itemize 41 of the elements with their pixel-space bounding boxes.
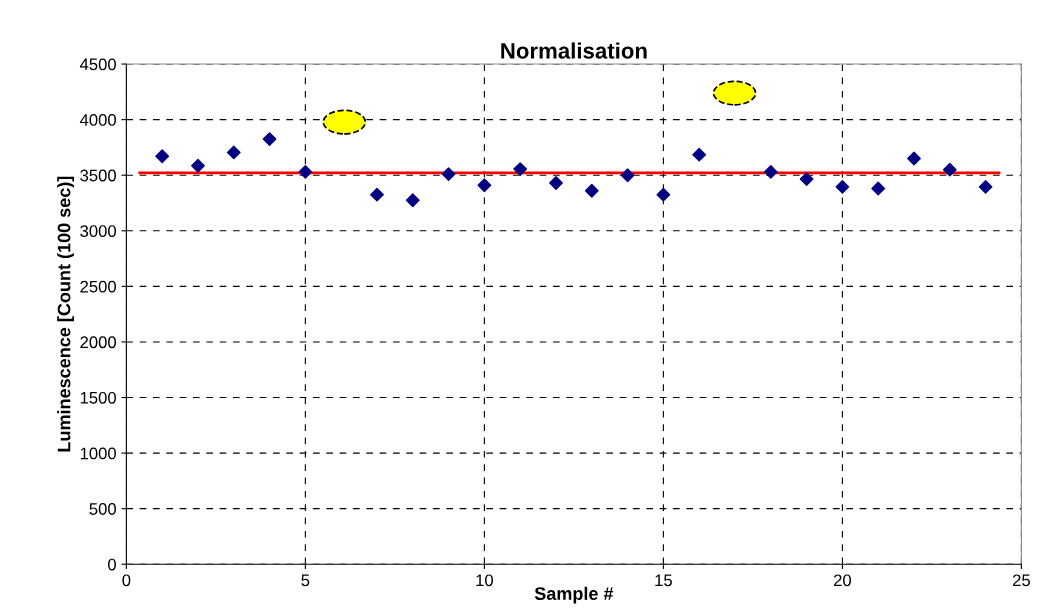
x-axis-title: Sample # (534, 586, 614, 604)
y-tick-label: 1000 (80, 447, 116, 460)
y-tick-label: 4500 (79, 58, 116, 71)
point (763, 164, 778, 179)
x-tick-label: 0 (122, 574, 131, 587)
point (226, 145, 241, 160)
point (155, 149, 170, 164)
point (298, 164, 313, 179)
point (262, 132, 277, 146)
point (584, 183, 599, 198)
x-tick-label: 15 (655, 574, 672, 587)
x-tick-label: 10 (476, 574, 493, 587)
point (370, 187, 384, 202)
x-tick-label: 20 (833, 574, 852, 587)
x-tick-label: 5 (301, 574, 310, 587)
point (692, 147, 707, 162)
point (620, 168, 635, 183)
y-tick-label: 4000 (79, 114, 116, 126)
y-tick-label: 500 (89, 503, 116, 515)
point (871, 181, 886, 196)
y-tick-label: 2000 (80, 336, 116, 349)
point (656, 187, 671, 202)
y-tick-label: 1500 (80, 391, 116, 404)
point (907, 151, 921, 166)
point (513, 162, 528, 176)
y-tick-label: 2500 (80, 280, 116, 293)
y-tick-label: 3500 (80, 169, 116, 182)
x-tick-label: 25 (1012, 574, 1030, 587)
point (441, 167, 456, 182)
y-tick-label: 3000 (80, 225, 116, 237)
point (549, 176, 563, 190)
point (405, 193, 420, 208)
chart-title: Normalisation (501, 42, 647, 59)
point (799, 172, 814, 187)
point (477, 178, 492, 193)
point (191, 158, 205, 173)
point (835, 179, 850, 194)
point (978, 179, 993, 194)
point (942, 162, 957, 177)
y-axis-title: Luminescence [Count (100 sec)] (57, 176, 75, 452)
y-tick-label: 0 (108, 558, 116, 571)
